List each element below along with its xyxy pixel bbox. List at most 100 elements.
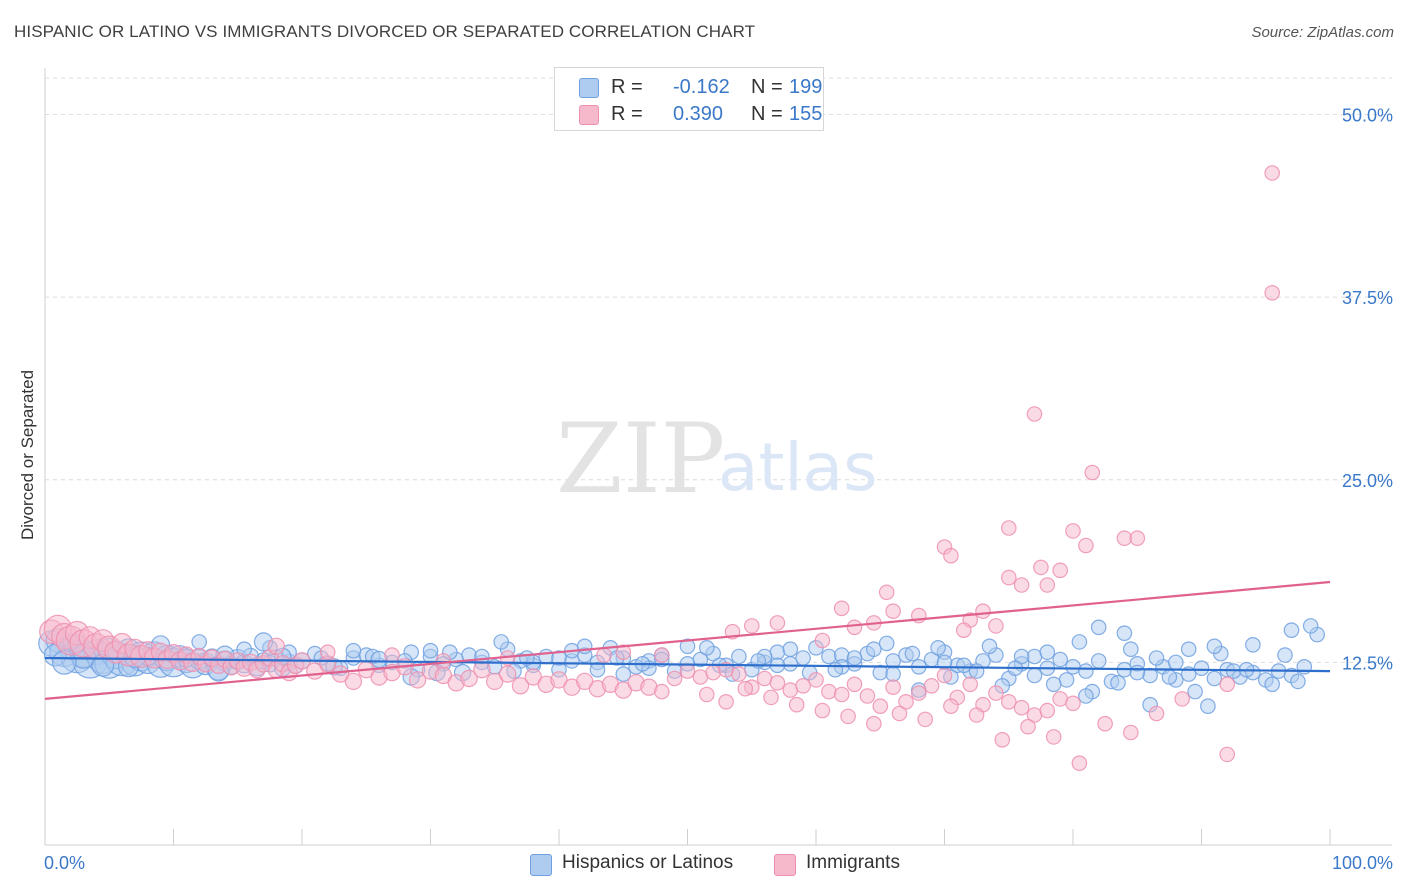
immigrants-point <box>833 600 850 617</box>
immigrants-point <box>384 647 400 663</box>
immigrants-point <box>319 644 336 660</box>
hispanics-point <box>821 648 837 665</box>
immigrants-point <box>486 672 504 691</box>
hispanics-point <box>827 661 844 678</box>
hispanics-point <box>1129 664 1146 681</box>
immigrants-point <box>473 661 491 679</box>
immigrants-trend-line <box>44 580 1331 701</box>
y-tick-labels: 12.5% 25.0% 37.5% 50.0% <box>1342 106 1393 674</box>
trend-lines <box>44 580 1331 701</box>
y-tick-label: 37.5% <box>1342 288 1393 308</box>
immigrants-point <box>1078 537 1094 554</box>
immigrants-point <box>1000 569 1017 586</box>
immigrants-point <box>788 696 805 713</box>
x-tick-label-min: 0.0% <box>44 853 85 873</box>
immigrants-point <box>865 715 882 732</box>
immigrants-point <box>653 647 670 663</box>
immigrants-point <box>833 686 850 703</box>
immigrants-point <box>821 683 837 700</box>
immigrants-point <box>1264 284 1280 301</box>
zipatlas-watermark: ZIP atlas <box>556 403 878 515</box>
axes <box>44 68 1392 846</box>
immigrants-point <box>737 680 754 697</box>
hispanics-point <box>1110 674 1126 691</box>
legend-n-value: 155 <box>789 103 823 125</box>
immigrants-point <box>1084 464 1101 481</box>
legend-r-label: R = <box>611 76 643 98</box>
immigrants-point <box>1065 695 1081 712</box>
immigrants-point <box>1065 523 1081 539</box>
immigrants-point <box>679 663 696 679</box>
x-tick-label-max: 100.0% <box>1332 853 1393 873</box>
legend-n-value: 199 <box>789 76 823 98</box>
legend-r-label: R = <box>611 103 643 125</box>
immigrants-point <box>814 702 831 719</box>
y-tick-label: 12.5% <box>1342 653 1393 673</box>
immigrants-point <box>846 676 863 693</box>
hispanics-point <box>1065 658 1081 675</box>
grid-lines <box>45 77 1392 663</box>
immigrants-point <box>1071 755 1088 771</box>
hispanics-point <box>698 639 715 656</box>
hispanics-point <box>1302 618 1319 634</box>
hispanics-point <box>1058 672 1075 688</box>
immigrants-point <box>718 693 734 710</box>
hispanics-point <box>846 650 863 666</box>
immigrants-point <box>1123 724 1139 741</box>
hispanics-point <box>1090 619 1107 636</box>
source-label: Source: ZipAtlas.com <box>1251 24 1394 41</box>
hispanics-point <box>551 650 567 666</box>
immigrants-point <box>731 666 747 682</box>
hispanics-point <box>589 661 606 678</box>
immigrants-point <box>498 665 517 683</box>
hispanics-point <box>1200 698 1216 714</box>
hispanics-point <box>615 666 632 682</box>
immigrants-point <box>878 584 895 601</box>
hispanics-point <box>1026 667 1043 684</box>
immigrants-point <box>1148 705 1165 722</box>
immigrants-point <box>743 618 760 634</box>
immigrants-point <box>435 653 452 669</box>
hispanics-point <box>1264 676 1280 693</box>
hispanics-point <box>1078 663 1094 679</box>
immigrants-point <box>267 637 285 656</box>
hispanics-point <box>1078 688 1094 704</box>
immigrants-point <box>1039 702 1056 719</box>
immigrants-point <box>943 547 959 564</box>
immigrants-point <box>550 671 568 689</box>
legend-n-label: N = <box>751 76 783 98</box>
immigrants-point <box>994 731 1011 748</box>
immigrants-point <box>898 693 914 710</box>
immigrants-point <box>511 677 530 695</box>
hispanics-point <box>1116 625 1133 641</box>
immigrants-point <box>1052 562 1068 579</box>
hispanics-point <box>731 648 747 665</box>
immigrants-point <box>872 698 889 714</box>
immigrants-point <box>955 622 972 638</box>
immigrants-point <box>795 677 811 694</box>
hispanics-point <box>904 645 921 662</box>
immigrants-point <box>962 676 978 693</box>
immigrants-point <box>885 679 901 695</box>
watermark-atlas: atlas <box>718 429 878 506</box>
hispanics-point <box>930 639 946 656</box>
immigrants-point <box>769 674 786 691</box>
immigrants-point <box>988 618 1004 634</box>
correlation-legend: R = -0.162 N = 199 R = 0.390 N = 155 <box>554 67 824 131</box>
hispanics-point <box>981 638 998 655</box>
hispanics-point <box>1013 648 1030 665</box>
immigrants-point <box>840 708 856 725</box>
immigrants-point <box>808 672 824 688</box>
immigrants-point <box>814 632 831 649</box>
hispanics-point <box>955 657 972 674</box>
hispanics-point <box>191 634 207 650</box>
hispanics-point <box>865 641 882 657</box>
immigrants-point <box>1219 676 1235 693</box>
hispanics-point <box>782 641 799 657</box>
hispanics-point <box>345 642 362 659</box>
immigrants-point <box>344 672 363 691</box>
hispanics-point <box>1206 670 1223 687</box>
legend-r-value: 0.390 <box>673 103 724 125</box>
immigrants-point <box>846 619 863 636</box>
immigrants-point <box>923 677 940 694</box>
